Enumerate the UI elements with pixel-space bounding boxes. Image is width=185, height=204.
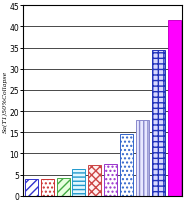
Bar [73,170,85,196]
Y-axis label: Sa(T1)50%Collapse: Sa(T1)50%Collapse [3,70,8,132]
Bar [136,120,149,196]
Bar [57,178,70,196]
Bar [104,164,117,196]
Bar [25,179,38,196]
Bar [120,135,133,196]
Bar [41,179,54,196]
Bar [168,21,181,196]
Bar [88,165,101,196]
Bar [152,50,165,196]
